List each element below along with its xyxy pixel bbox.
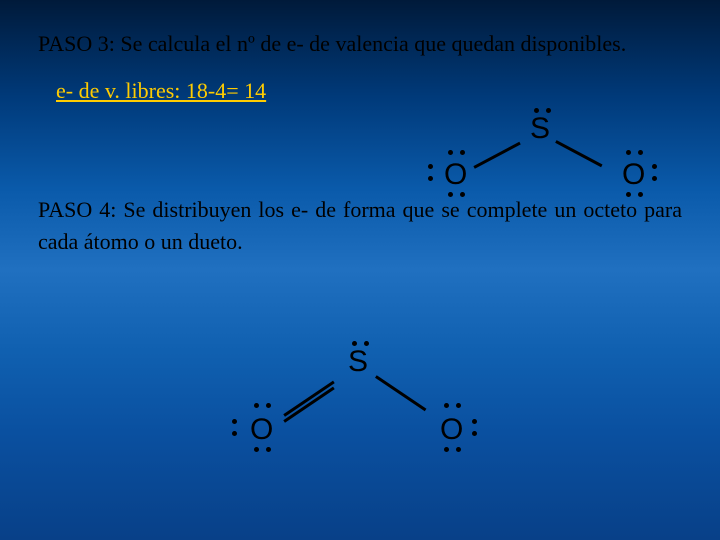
atom-label: O xyxy=(440,413,463,447)
electron-dot xyxy=(460,150,465,155)
electron-dot xyxy=(364,341,369,346)
electron-dot xyxy=(472,431,477,436)
atom-label: S xyxy=(348,345,368,379)
electron-dot xyxy=(460,192,465,197)
electron-dot xyxy=(266,403,271,408)
calc-line: e- de v. libres: 18-4= 14 xyxy=(56,78,682,104)
electron-dot xyxy=(444,403,449,408)
bond-line xyxy=(375,375,426,411)
electron-dot xyxy=(448,192,453,197)
electron-dot xyxy=(232,419,237,424)
electron-dot xyxy=(638,150,643,155)
electron-dot xyxy=(352,341,357,346)
atom-label: O xyxy=(444,158,467,192)
electron-dot xyxy=(534,108,539,113)
electron-dot xyxy=(428,176,433,181)
molecule-diagram-2: S O O xyxy=(218,345,498,495)
atom-label: S xyxy=(530,112,550,146)
electron-dot xyxy=(428,164,433,169)
bond-line xyxy=(473,142,520,169)
bond-line xyxy=(283,387,334,423)
electron-dot xyxy=(456,447,461,452)
electron-dot xyxy=(456,403,461,408)
electron-dot xyxy=(472,419,477,424)
bond-line xyxy=(283,381,334,417)
bond-line xyxy=(555,140,602,167)
electron-dot xyxy=(448,150,453,155)
electron-dot xyxy=(266,447,271,452)
electron-dot xyxy=(546,108,551,113)
molecule-diagram-1: S O O xyxy=(418,112,678,222)
electron-dot xyxy=(652,176,657,181)
electron-dot xyxy=(232,431,237,436)
paso3-text: PASO 3: Se calcula el nº de e- de valenc… xyxy=(38,28,682,60)
electron-dot xyxy=(444,447,449,452)
electron-dot xyxy=(626,192,631,197)
electron-dot xyxy=(254,447,259,452)
electron-dot xyxy=(254,403,259,408)
atom-label: O xyxy=(250,413,273,447)
electron-dot xyxy=(626,150,631,155)
electron-dot xyxy=(652,164,657,169)
electron-dot xyxy=(638,192,643,197)
atom-label: O xyxy=(622,158,645,192)
